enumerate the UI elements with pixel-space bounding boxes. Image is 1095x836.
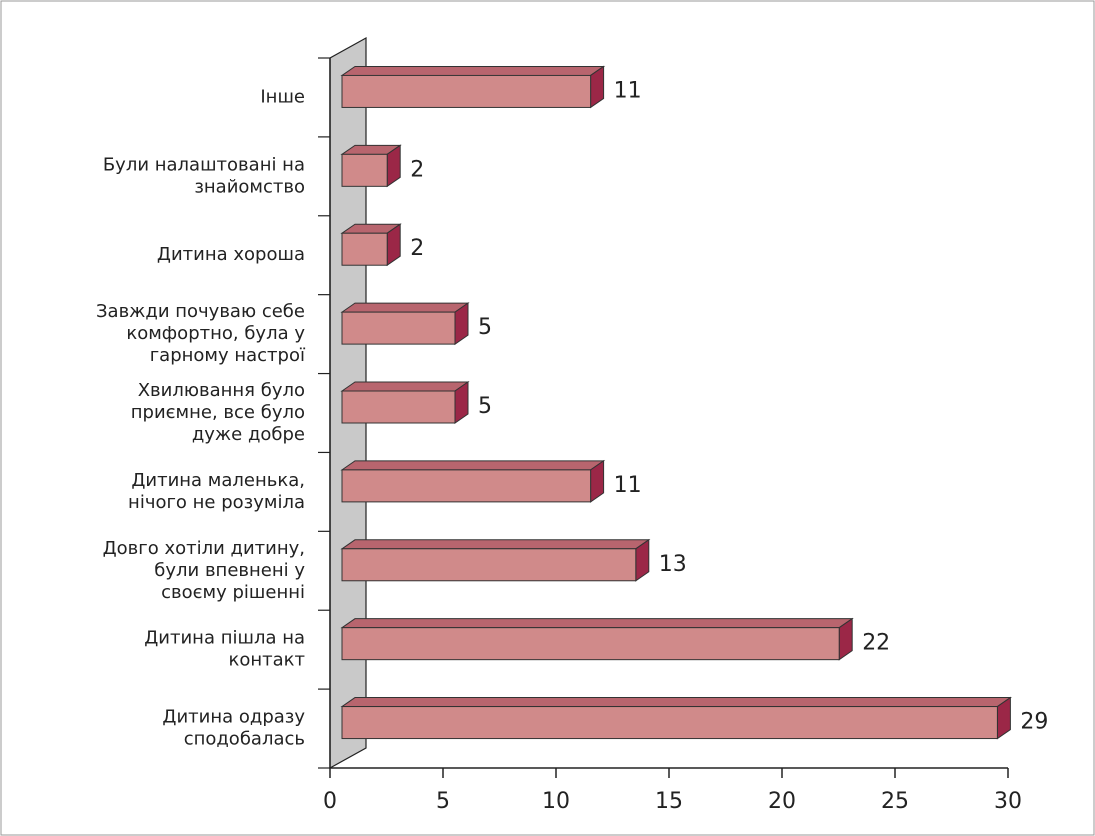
value-label: 2: [410, 236, 424, 261]
y-tick-label: Дитина маленька, нічого не розуміла: [128, 470, 305, 513]
y-tick-label: Дитина хороша: [157, 244, 305, 265]
bar-top: [340, 460, 606, 471]
value-label: 2: [410, 157, 424, 182]
bar: [340, 381, 470, 424]
bar: [340, 696, 1013, 740]
x-tick-label: 30: [994, 789, 1022, 814]
bar-front: [341, 311, 456, 345]
label-line: Дитина одразу: [162, 707, 305, 728]
bar-front: [341, 706, 998, 740]
y-tick-label: Дитина пішла на контакт: [144, 628, 305, 671]
label-line: Завжди почуваю себе: [96, 301, 305, 322]
bar-top: [340, 302, 470, 313]
y-tick-label: Інше: [260, 86, 305, 107]
label-line: сподобалась: [184, 729, 305, 750]
label-line: Хвилювання було: [138, 380, 305, 401]
bar: [340, 65, 606, 109]
value-label: 13: [659, 552, 687, 577]
bar-top: [340, 697, 1013, 708]
x-tick-label: 5: [436, 789, 450, 814]
bar-front: [341, 153, 388, 187]
bar-front: [341, 74, 592, 108]
bar-front: [341, 548, 637, 582]
label-line: Інше: [260, 86, 305, 107]
y-tick-label: Довго хотіли дитину, були впевнені у своєм…: [103, 538, 306, 603]
value-label: 5: [478, 315, 492, 340]
bar-front: [341, 390, 456, 424]
label-line: своєму рішенні: [161, 582, 305, 603]
bar-front: [341, 627, 840, 661]
label-line: гарному настрої: [150, 345, 306, 366]
label-line: Дитина маленька,: [131, 470, 305, 491]
value-label: 5: [478, 394, 492, 419]
x-tick-label: 15: [655, 789, 683, 814]
value-label: 29: [1020, 710, 1048, 735]
y-tick-label: Були налаштовані на знайомство: [103, 154, 305, 197]
x-tick-label: 10: [542, 789, 570, 814]
bar: [340, 617, 854, 661]
bar-front: [341, 469, 592, 503]
label-line: знайомство: [194, 176, 305, 197]
label-line: були впевнені у: [154, 560, 305, 581]
label-line: приємне, все було: [131, 402, 305, 423]
bar: [340, 459, 606, 503]
bar-top: [340, 618, 854, 629]
label-line: комфортно, була у: [126, 323, 305, 344]
bar-top: [340, 381, 470, 392]
bar: [340, 302, 470, 346]
bar: [340, 538, 651, 582]
bar: [340, 223, 402, 267]
value-label: 22: [862, 631, 890, 656]
label-line: дуже добре: [192, 424, 305, 445]
value-label: 11: [614, 78, 642, 103]
x-tick-label: 0: [323, 789, 337, 814]
label-line: контакт: [228, 650, 305, 671]
value-label: 11: [614, 473, 642, 498]
bar-front: [341, 232, 388, 266]
y-tick-label: Дитина одразу сподобалась: [162, 707, 305, 750]
label-line: нічого не розуміла: [128, 492, 305, 513]
label-line: Були налаштовані на: [103, 154, 305, 175]
bar-top: [340, 539, 651, 550]
y-tick-label: Хвилювання було приємне, все було дуже доб…: [131, 380, 305, 445]
label-line: Дитина хороша: [157, 244, 305, 265]
bar-top: [340, 65, 606, 76]
x-tick-label: 20: [768, 789, 796, 814]
y-tick-label: Завжди почуваю себе комфортно, була у гарн…: [96, 301, 306, 366]
x-tick-label: 25: [881, 789, 909, 814]
bar: [340, 144, 402, 188]
label-line: Довго хотіли дитину,: [103, 538, 305, 559]
label-line: Дитина пішла на: [144, 628, 305, 649]
